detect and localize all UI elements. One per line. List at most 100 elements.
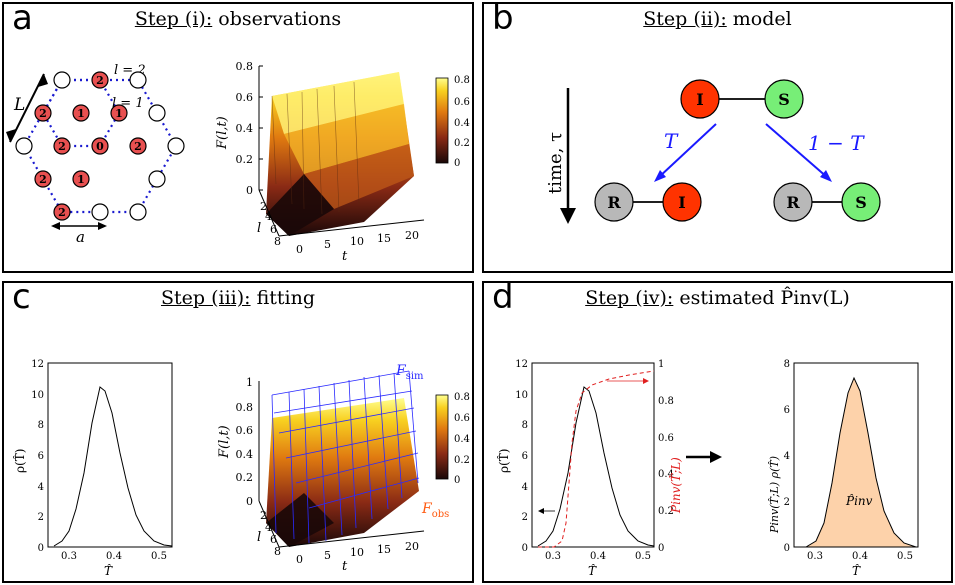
label-L: L: [13, 95, 25, 115]
node-I-label: I: [678, 193, 685, 212]
step-label: Step (iv):: [585, 287, 674, 309]
pinv-area: [804, 376, 917, 548]
title-rest: observations: [212, 8, 342, 30]
t-tick-label: 5: [324, 549, 331, 562]
y2-tick-label: 0.4: [658, 469, 674, 480]
y-tick-label: 6: [522, 451, 528, 462]
panel-title: Step (i): observations: [4, 8, 472, 30]
x-axis-label: T̂: [104, 563, 113, 578]
l-axis-label: l: [257, 530, 261, 545]
label-a: a: [76, 228, 85, 246]
t-tick-label: 10: [350, 235, 364, 248]
z-ticks: [259, 65, 263, 191]
z-tick-label: 0.8: [236, 60, 254, 73]
colorbar: [435, 77, 449, 164]
z-tick-label: 0.6: [236, 424, 254, 437]
y-tick-label: 4: [784, 451, 790, 462]
colorbar: [435, 394, 449, 480]
t-tick-label: 15: [377, 543, 391, 556]
node-S-label: S: [855, 193, 867, 212]
y-tick-label: 8: [38, 420, 44, 431]
left-plot-d: 0 2 4 6 8 10 12 0 0.2 0.4 0.6 0.8 1 0.3 …: [496, 359, 683, 578]
right-plot-d: 0 2 4 6 8 0.3 0.4 0.5 Pinv(T̂;L) ρ(T̂) T…: [768, 359, 919, 578]
l-tick-label: 4: [265, 210, 272, 223]
x-axis-label: T̂: [588, 563, 597, 578]
y-tick-label: 0: [784, 543, 790, 554]
node-I-bottom: [662, 182, 702, 222]
y-tick-label: 4: [522, 482, 528, 493]
y-tick-label: 4: [38, 482, 44, 493]
time-label: time, τ: [545, 132, 566, 194]
surface-plot-c: 0 0.2 0.4 0.6 0.8 1 F(l,t) 2 4 6 8 0: [217, 363, 470, 574]
title-rest: model: [726, 8, 792, 30]
density-curve: [537, 386, 655, 547]
y-tick-label: 0: [38, 543, 44, 554]
colorbar-tick: 0.2: [454, 138, 470, 149]
panel-a: a Step (i): observations L a l = 2 l = 1: [2, 0, 474, 273]
y2-tick-label: 0.8: [658, 396, 674, 407]
y-tick-label: 2: [522, 512, 528, 523]
node-label: 2: [134, 140, 142, 153]
panel-c: c Step (iii): fitting 0 2 4 6 8 10 12 0.…: [2, 277, 474, 583]
colorbar-tick: 0: [454, 475, 460, 486]
node-S-bottom: [841, 182, 881, 222]
z-axis-label: F(l,t): [217, 425, 232, 459]
l-tick-label: 2: [260, 200, 267, 213]
y-tick-label: 12: [31, 359, 44, 370]
colorbar-tick: 0.6: [454, 97, 470, 108]
l-tick-label: 8: [274, 545, 281, 558]
y-tick-label: 8: [522, 420, 528, 431]
colorbar-tick: 0.6: [454, 413, 470, 424]
colorbar-tick: 0.4: [454, 118, 470, 129]
y-tick-label: 10: [515, 390, 528, 401]
arrow-1-minus-T: [765, 123, 829, 179]
panel-b: b Step (ii): model time, τ I S T 1 − T R…: [482, 0, 953, 273]
z-tick-label: 0.4: [236, 122, 254, 135]
x-tick-label: 0.3: [807, 551, 823, 562]
z-tick-label: 0.4: [236, 448, 254, 461]
colorbar-tick: 0.8: [454, 75, 470, 86]
l-tick-label: 6: [270, 533, 277, 546]
t-tick-label: 10: [350, 546, 364, 559]
label-T: T: [664, 129, 679, 153]
y-axis-label: ρ(T̂): [12, 449, 27, 473]
colorbar-tick: 0.2: [454, 455, 470, 466]
panel-letter: b: [492, 0, 514, 38]
label-F-sim: Fsim: [395, 363, 424, 382]
label-1-minus-T: 1 − T: [808, 131, 865, 155]
x-tick-label: 0.3: [545, 551, 561, 562]
step-label: Step (iii):: [160, 287, 251, 309]
y-tick-label: 8: [784, 359, 790, 370]
y2-tick-label: 1: [658, 359, 664, 370]
z-tick-label: 0.2: [236, 153, 254, 166]
node-label: 2: [39, 173, 47, 186]
node-label: 1: [115, 107, 123, 120]
area-label: P̂inv: [845, 493, 873, 508]
label-F-obs: Fobs: [421, 501, 449, 520]
t-tick-label: 0: [296, 243, 303, 256]
y-tick-label: 6: [38, 451, 44, 462]
y-tick-label: 2: [784, 497, 790, 508]
surface-plot-a: 0 0.2 0.4 0.6 0.8 F(l,t) 2 4 6 8 0: [215, 60, 470, 264]
l-tick-label: 8: [274, 235, 281, 248]
density-plot-c: 0 2 4 6 8 10 12 0.3 0.4 0.5 ρ(T̂) T̂: [12, 359, 173, 578]
panel-d-graphics: 0 2 4 6 8 10 12 0 0.2 0.4 0.6 0.8 1 0.3 …: [496, 359, 919, 578]
t-tick-label: 20: [405, 540, 419, 553]
panel-d: d Step (iv): estimated P̂inv(L) 0 2 4 6 …: [482, 277, 953, 583]
x-tick-label: 0.3: [61, 551, 77, 562]
node-I-top: [680, 79, 720, 119]
y2-tick-label: 0: [658, 543, 664, 554]
node-R-left: [594, 182, 634, 222]
y-axis-label: Pinv(T̂;L) ρ(T̂): [768, 456, 781, 534]
pinv-curve: [538, 370, 655, 548]
node-S-top: [764, 79, 804, 119]
z-tick-label: 0: [246, 184, 253, 197]
x-tick-label: 0.4: [106, 551, 122, 562]
y2-axis-label: Pinv(T̂;L): [668, 457, 683, 514]
y-tick-label: 0: [522, 543, 528, 554]
y2-tick-label: 0.6: [658, 433, 674, 444]
panel-a-graphics: L a l = 2 l = 1: [6, 60, 470, 264]
empty-nodes: [15, 71, 185, 221]
y-tick-label: 6: [784, 405, 790, 416]
node-label: 1: [77, 173, 85, 186]
